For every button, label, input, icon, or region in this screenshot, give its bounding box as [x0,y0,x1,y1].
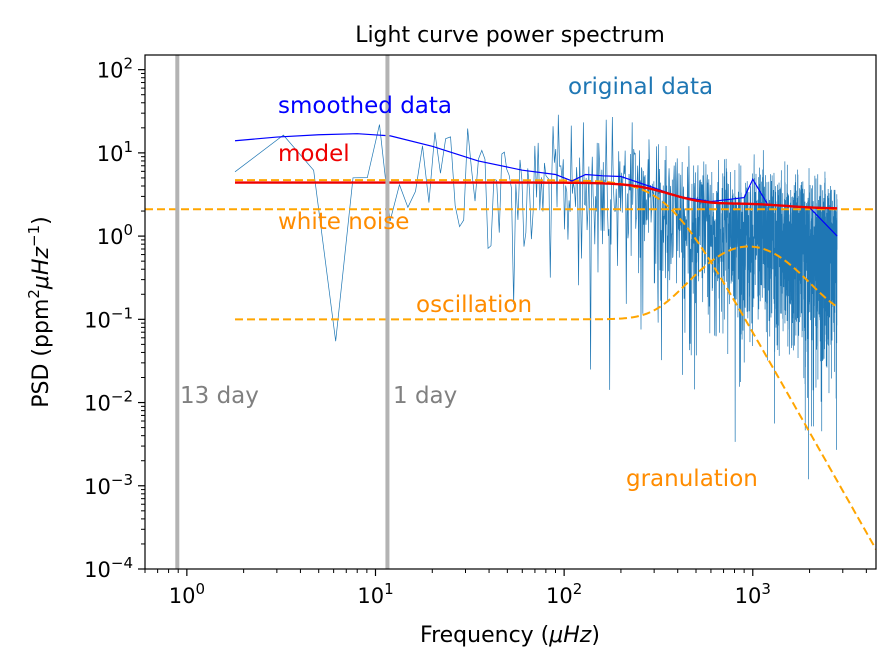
y-tick-label: 101 [97,138,133,166]
plot-area [145,55,876,569]
y-tick-label: 10−4 [84,554,133,582]
y-tick-label: 10−1 [84,304,133,332]
granulation-line [235,179,876,550]
x-tick-label: 103 [735,580,771,608]
chart-title: Light curve power spectrum [355,23,665,48]
y-tick-label: 10−3 [84,471,133,499]
plot-frame [144,54,877,570]
y-tick-label: 10−2 [84,388,133,416]
label-white-noise: white noise [278,209,409,235]
smoothed-data-line [234,133,838,237]
x-tick-label: 101 [357,580,393,608]
original-data-line [234,114,838,480]
y-axis-ticks: 10−4 10−3 10−2 10−1 100 101 102 [84,55,145,582]
y-tick-label: 100 [97,221,133,249]
label-original-data: original data [568,74,713,100]
label-granulation: granulation [626,466,758,492]
x-axis-label: Frequency (μHz) [420,623,600,648]
oscillation-line [235,245,838,321]
x-tick-label: 100 [169,580,205,608]
x-axis-ticks: 100 101 102 103 [144,569,867,608]
label-1-day: 1 day [393,383,457,409]
label-model: model [278,141,350,167]
label-13-day: 13 day [180,383,259,409]
model-line [235,181,838,210]
y-axis-label: PSD (ppm2μHz−1) [25,216,54,407]
label-smoothed-data: smoothed data [278,93,452,119]
x-tick-label: 102 [546,580,582,608]
label-oscillation: oscillation [416,292,532,318]
y-tick-label: 102 [97,55,133,83]
